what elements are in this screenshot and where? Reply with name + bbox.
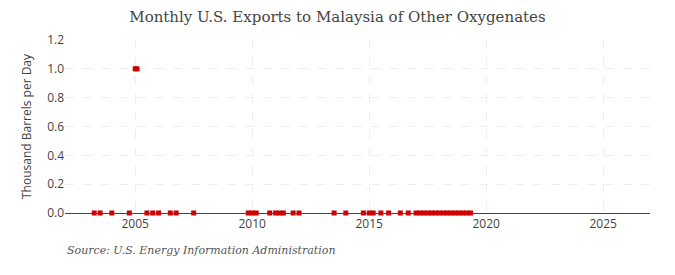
svg-text:1.0: 1.0 [47, 60, 64, 77]
svg-text:0.4: 0.4 [47, 147, 64, 164]
svg-text:0.2: 0.2 [47, 175, 64, 192]
svg-text:2025: 2025 [589, 215, 617, 232]
svg-text:0.6: 0.6 [47, 118, 64, 135]
svg-text:0.8: 0.8 [47, 89, 64, 106]
svg-text:2005: 2005 [121, 215, 149, 232]
svg-text:0.0: 0.0 [47, 204, 64, 221]
svg-text:1.2: 1.2 [47, 31, 64, 48]
svg-text:Source: U.S. Energy Informatio: Source: U.S. Energy Information Administ… [67, 244, 335, 257]
svg-text:2015: 2015 [355, 215, 383, 232]
svg-text:2010: 2010 [238, 215, 266, 232]
svg-text:2020: 2020 [472, 215, 500, 232]
svg-text:Monthly U.S. Exports to Malays: Monthly U.S. Exports to Malaysia of Othe… [129, 8, 545, 26]
svg-text:Thousand Barrels per Day: Thousand Barrels per Day [18, 53, 35, 199]
